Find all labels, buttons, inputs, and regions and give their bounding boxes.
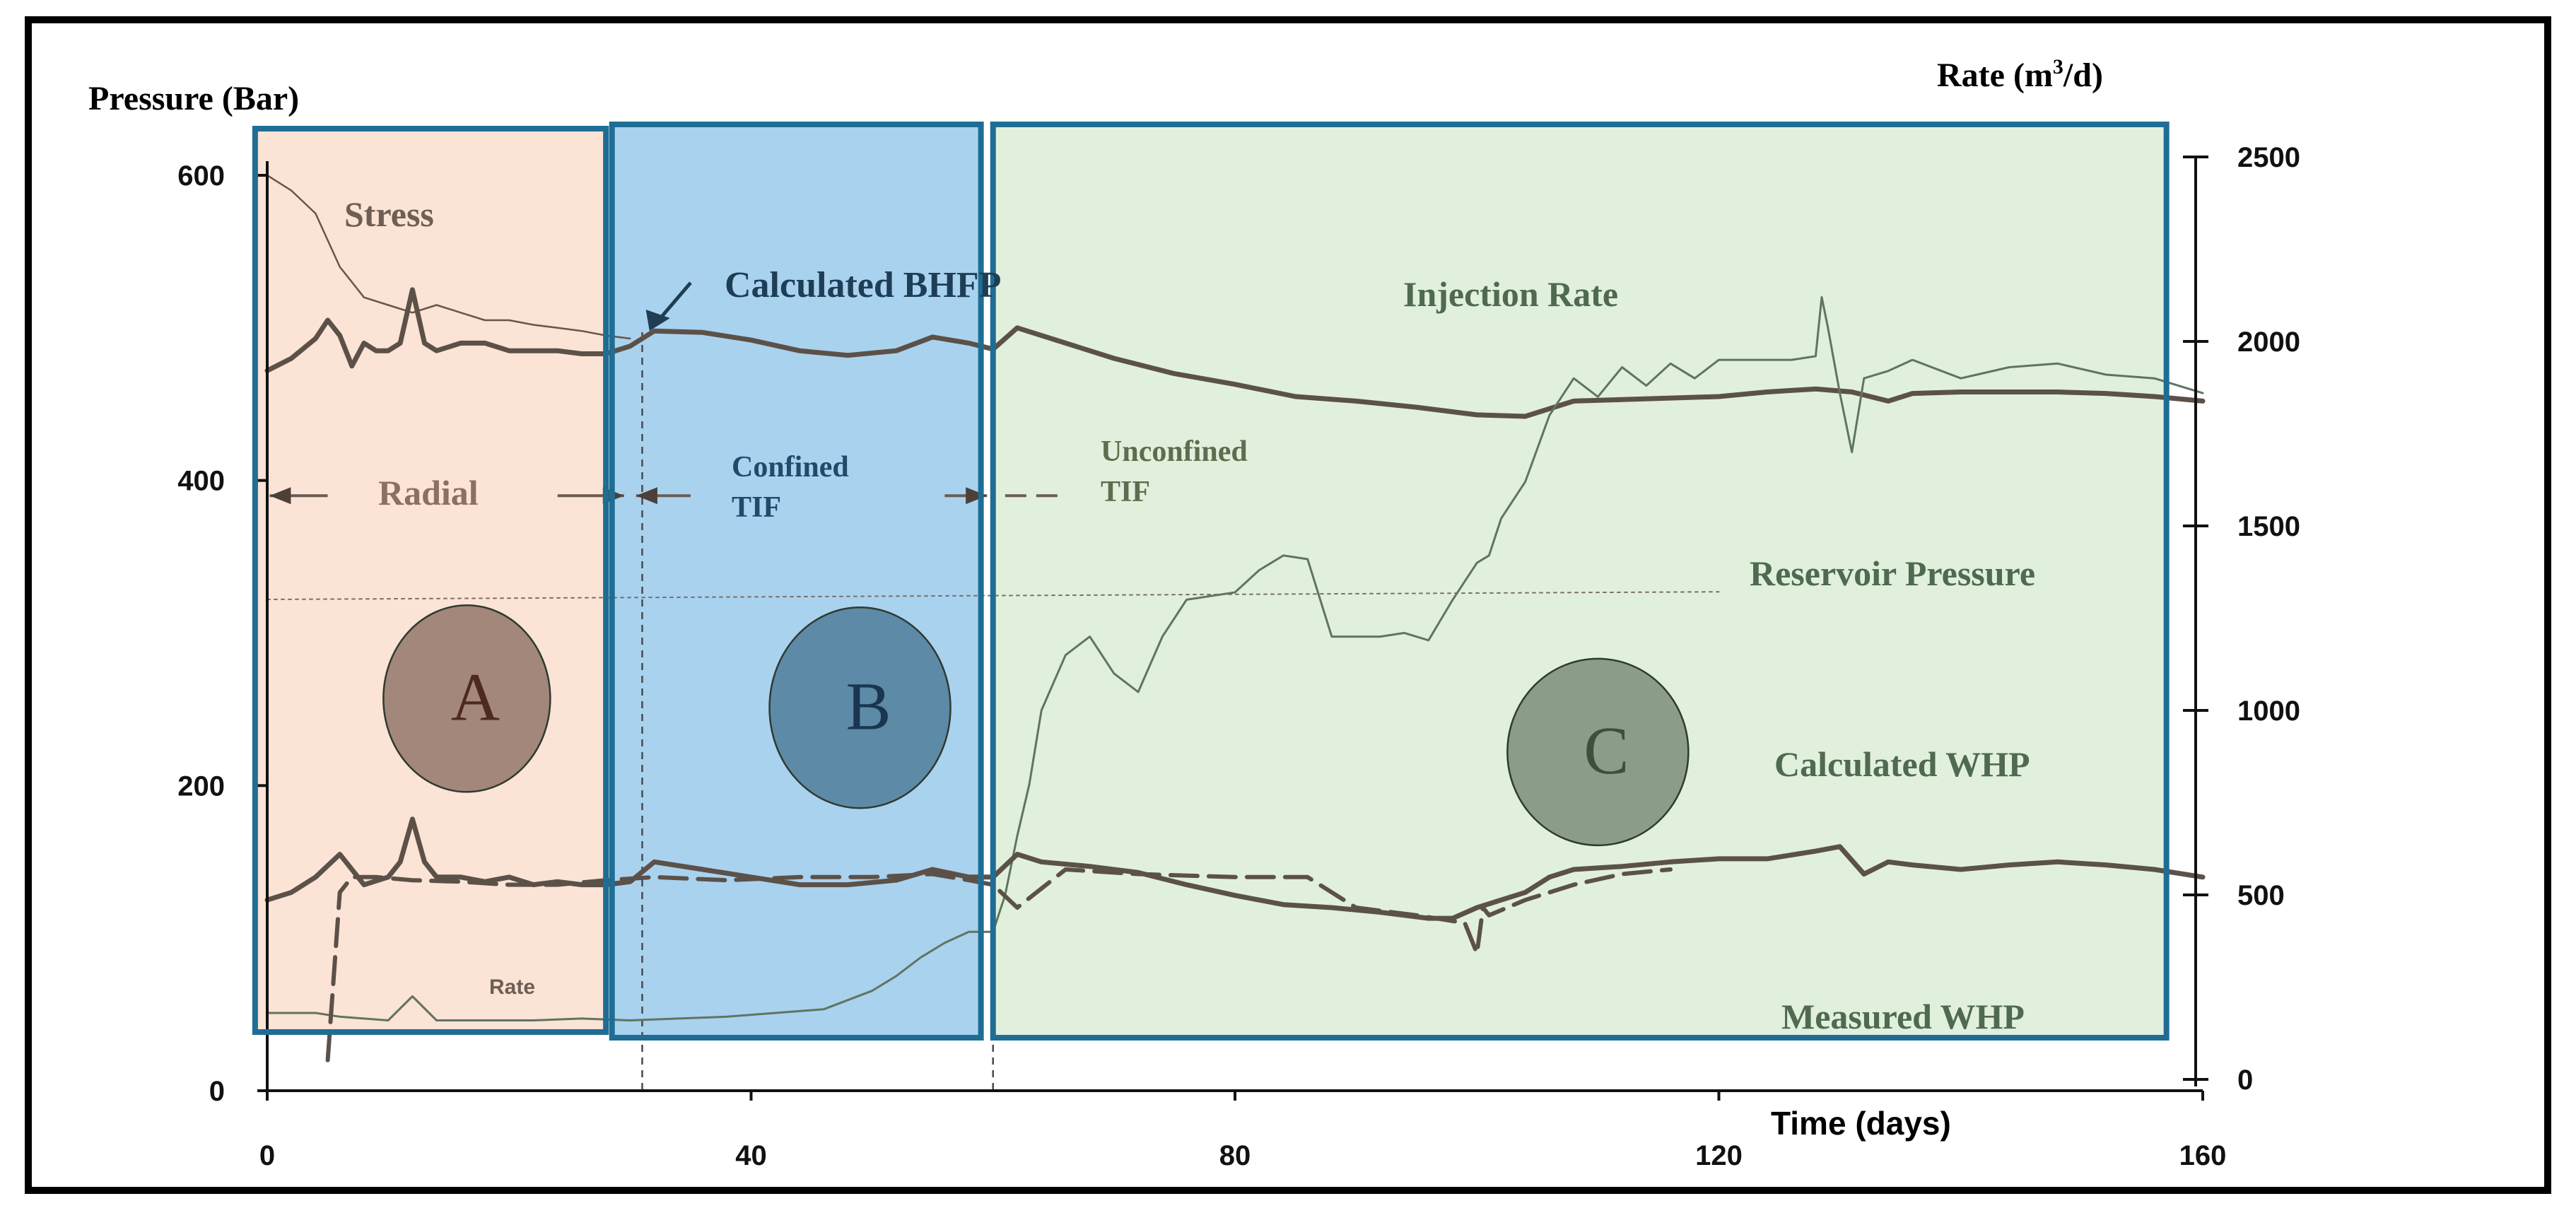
- region-A-fill: [254, 129, 607, 1032]
- x-tick-label-4: 160: [2179, 1140, 2227, 1171]
- region-A-marker: [382, 604, 551, 793]
- regime-unconfined-line2: TIF: [1101, 476, 1150, 508]
- label-stress: Stress: [344, 194, 434, 234]
- regime-unconfined-line1: Unconfined: [1101, 435, 1248, 468]
- y-right-axis-title-end: /d): [2063, 57, 2103, 94]
- bhfp-pointer-head: [645, 310, 670, 331]
- x-axis-title: Time (days): [1771, 1105, 1951, 1142]
- region-markers: A B C: [382, 604, 1690, 847]
- radial-arrow-left-head: [269, 487, 291, 505]
- series-reservoir-pressure: [267, 591, 1720, 600]
- y-left-axis-title: Pressure (Bar): [88, 80, 299, 117]
- regime-confined-line2: TIF: [732, 491, 781, 524]
- x-tick-label-2: 80: [1219, 1140, 1251, 1171]
- x-tick-label-0: 0: [259, 1140, 275, 1171]
- y-right-tick-label-3: 1500: [2237, 511, 2300, 542]
- confined-arrow-right-head: [966, 487, 988, 505]
- region-C-marker: [1506, 657, 1690, 847]
- y-right-tick-label-4: 2000: [2237, 327, 2300, 358]
- region-B-border: [609, 122, 984, 1041]
- region-B-marker-label: B: [845, 668, 891, 744]
- y-left-tick-label-1: 200: [177, 770, 225, 802]
- confined-arrow-left-head: [636, 487, 657, 505]
- label-injection-rate: Injection Rate: [1403, 274, 1618, 314]
- label-calculated-whp: Calculated WHP: [1774, 744, 2030, 784]
- regime-confined-label: Confined TIF: [732, 451, 849, 524]
- label-rate-small: Rate: [489, 975, 535, 999]
- y-right-tick-label-1: 500: [2237, 880, 2285, 911]
- y-right-axis-title-base: Rate (m: [1937, 57, 2053, 94]
- region-A-marker-label: A: [451, 659, 500, 734]
- label-reservoir-pressure: Reservoir Pressure: [1750, 553, 2035, 593]
- axes: 0 40 80 120 160 0 200 400 600 0 500 1000 1500 2000 250…: [177, 142, 2300, 1171]
- region-C-marker-label: C: [1583, 713, 1629, 788]
- series-calculated-whp: [264, 816, 2206, 921]
- figure-frame: [25, 16, 2551, 1194]
- regime-radial-label: Radial: [378, 473, 479, 512]
- y-left-tick-label-2: 400: [177, 466, 225, 497]
- y-right-tick-label-2: 1000: [2237, 696, 2300, 727]
- y-left-tick-label-0: 0: [209, 1076, 225, 1107]
- regime-confined-line1: Confined: [732, 451, 849, 484]
- region-B-marker: [768, 606, 952, 809]
- region-B-fill: [611, 124, 981, 1038]
- y-right-tick-label-0: 0: [2237, 1065, 2253, 1096]
- regime-unconfined-label: Unconfined TIF: [1101, 435, 1248, 508]
- x-tick-label-1: 40: [735, 1140, 767, 1171]
- y-right-axis-title-sup: 3: [2053, 55, 2063, 78]
- y-left-tick-label-3: 600: [177, 160, 225, 192]
- y-right-tick-label-5: 2500: [2237, 142, 2300, 173]
- region-A-border: [252, 126, 609, 1035]
- series-stress: [266, 174, 631, 340]
- label-calculated-bhfp: Calculated BHFP: [725, 265, 1001, 305]
- region-borders: [252, 122, 2170, 1041]
- y-right-axis-title: Rate (m3/d): [1937, 55, 2103, 94]
- x-tick-label-3: 120: [1695, 1140, 1743, 1171]
- region-C-border: [990, 122, 2170, 1041]
- label-measured-whp: Measured WHP: [1781, 997, 2025, 1036]
